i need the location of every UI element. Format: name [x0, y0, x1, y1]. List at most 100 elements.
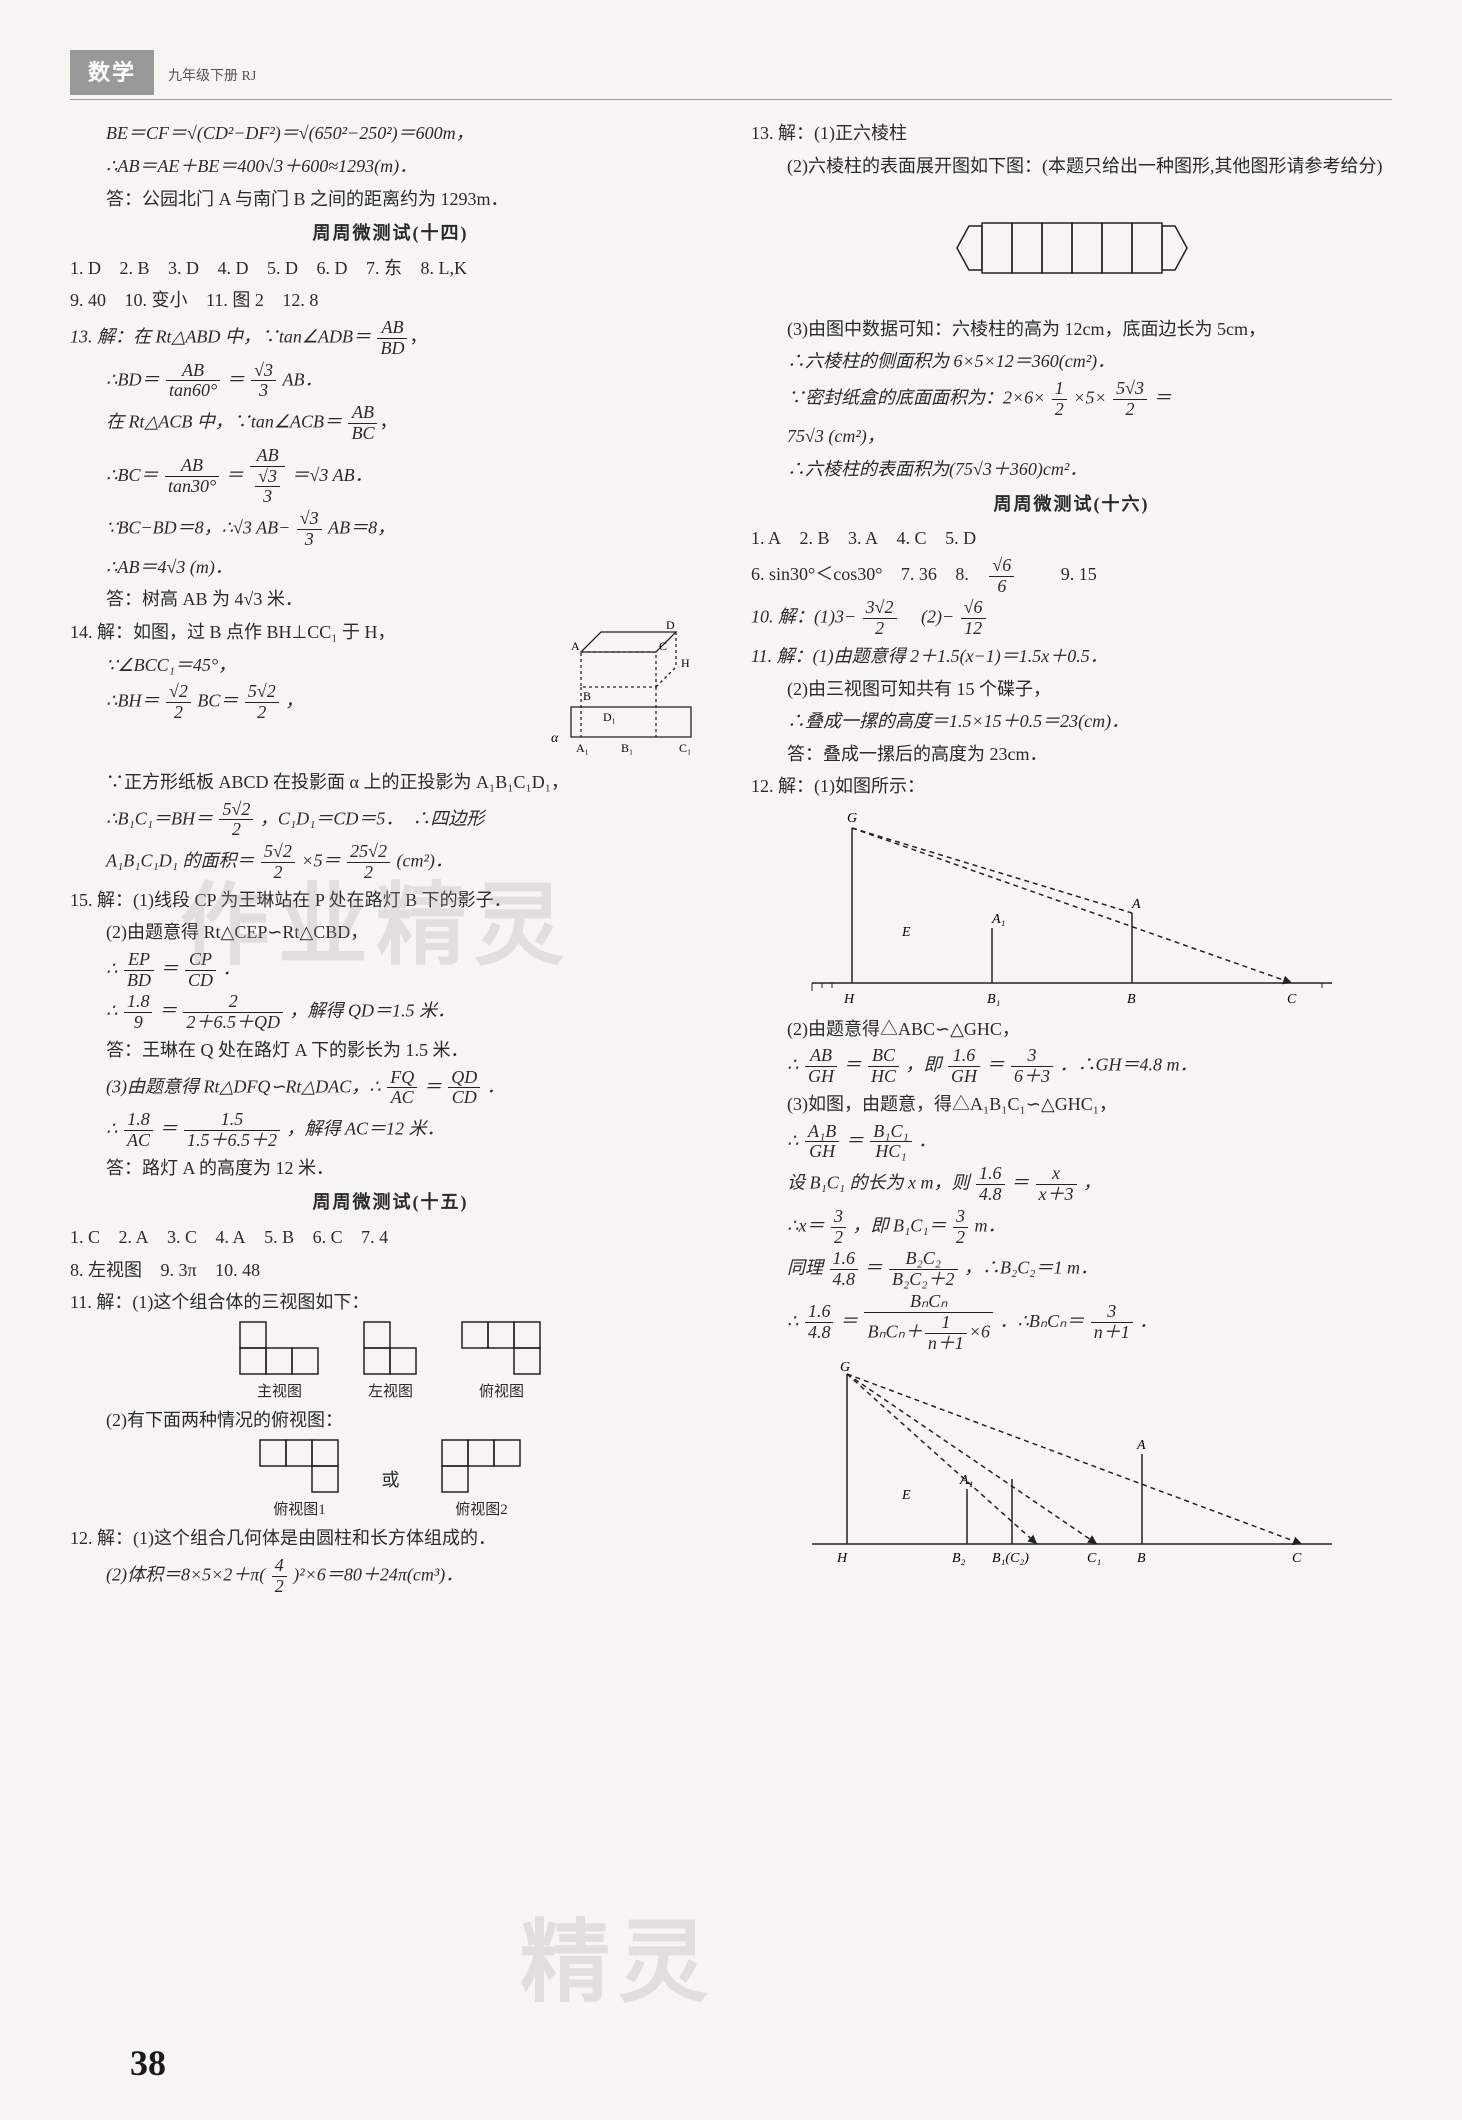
svg-text:C: C: [1287, 992, 1297, 1007]
frac: ABtan30°: [165, 456, 219, 497]
q11-line: 11. 解：(1)这个组合体的三视图如下：: [70, 1287, 711, 1318]
view-front: 主视图: [238, 1320, 322, 1406]
t: ∴BD＝: [106, 369, 159, 389]
q15-line: ∴ 1.8AC ＝ 1.51.5＋6.5＋2 ，解得 AC＝12 米．: [70, 1110, 711, 1151]
t: (2)体积＝8×5×2＋π(: [106, 1564, 265, 1584]
q13-line: 答：树高 AB 为 4√3 米．: [70, 584, 711, 615]
rq12-line: ∴ ABGH ＝ BCHC ，即 1.6GH ＝ 36＋3 ．∴GH＝4.8 m…: [751, 1046, 1392, 1087]
rq12-line: 12. 解：(1)如图所示：: [751, 771, 1392, 802]
svg-text:H: H: [681, 656, 690, 670]
num: √3: [251, 361, 276, 382]
frac: 32: [953, 1207, 968, 1248]
num: 5√3: [1113, 379, 1147, 400]
den: BD: [124, 971, 154, 991]
svg-text:B₂: B₂: [952, 1551, 966, 1566]
t: ∴x＝: [787, 1215, 824, 1235]
frac: 1.64.8: [976, 1164, 1005, 1205]
or-label: 或: [382, 1465, 400, 1496]
subject-tag: 数学: [70, 50, 154, 95]
t: ＝: [1011, 1173, 1029, 1193]
den: √33: [250, 467, 285, 508]
den: tan30°: [165, 477, 219, 497]
num: CP: [185, 950, 216, 971]
ans: 1. A: [751, 528, 781, 548]
frac: 1.8AC: [124, 1110, 153, 1151]
ans: 10. 变小: [125, 290, 188, 310]
t: ＝: [159, 1001, 177, 1021]
content-columns: BE＝CF＝√(CD²−DF²)＝√(650²−250²)＝600m， ∴AB＝…: [70, 118, 1392, 1598]
svg-text:A₁: A₁: [991, 912, 1005, 927]
triangle-diagram-1: G E A₁ A H B₁ B C: [751, 808, 1392, 1008]
svg-text:A: A: [1136, 1438, 1146, 1453]
frac: 3√22: [863, 598, 897, 639]
num: 3√2: [863, 598, 897, 619]
t: ＝: [843, 1055, 861, 1075]
ans: 8. √66: [955, 564, 1042, 584]
t: ．: [918, 1130, 936, 1150]
den: AC: [124, 1131, 153, 1151]
ans: 12. 8: [282, 290, 318, 310]
num: A₁B: [805, 1122, 839, 1143]
den: 3: [297, 530, 322, 550]
den: 2: [953, 1228, 968, 1248]
den: 6: [989, 577, 1014, 597]
frac: 1.64.8: [805, 1302, 834, 1343]
t: ＝: [226, 465, 244, 485]
t: BₙCₙ＋: [867, 1321, 922, 1341]
svg-text:D: D: [666, 618, 675, 632]
num: 1: [1052, 379, 1067, 400]
t: ∴: [787, 1311, 798, 1331]
num: AB: [166, 361, 220, 382]
ans: 6. D: [317, 258, 348, 278]
t: ，: [1083, 1173, 1101, 1193]
svg-text:H: H: [836, 1551, 848, 1566]
frac: BₙCₙ BₙCₙ＋1n＋1×6: [864, 1292, 993, 1353]
svg-text:E: E: [901, 925, 911, 940]
tv2: 俯视图2: [440, 1438, 524, 1524]
ans: 3. C: [167, 1227, 197, 1247]
q13-line: ∴BC＝ ABtan30° ＝ AB√33 ＝√3 AB．: [70, 446, 711, 507]
svg-text:B: B: [583, 689, 591, 703]
frac: 25√22: [347, 842, 390, 883]
test14-title: 周周微测试(十四): [70, 218, 711, 249]
ans: 9. 3π: [161, 1260, 197, 1280]
t: ＝: [1153, 387, 1171, 407]
view-top: 俯视图: [460, 1320, 544, 1406]
q14-line: ∴BH＝ √22 BC＝ 5√22 ，: [70, 682, 541, 723]
den: 1.5＋6.5＋2: [184, 1131, 280, 1151]
ans: 5. D: [267, 258, 298, 278]
rq13-line: (2)六棱柱的表面展开图如下图：(本题只给出一种图形,其他图形请参考给分): [751, 151, 1392, 182]
den: 2: [245, 703, 279, 723]
frac: 22＋6.5＋QD: [183, 992, 283, 1033]
top-views-2: 俯视图1 或 俯视图2: [70, 1438, 711, 1524]
num: 1.6: [948, 1046, 980, 1067]
q15-line: 答：王琳在 Q 处在路灯 A 下的影长为 1.5 米．: [70, 1035, 711, 1066]
rq10-line: 10. 解：(1)3− 3√22 (2)− √612: [751, 598, 1392, 639]
ans: 4. C: [897, 528, 927, 548]
t: ，∴B₂C₂＝1 m．: [964, 1258, 1098, 1278]
den: tan60°: [166, 381, 220, 401]
ans: 4. D: [218, 258, 249, 278]
svg-text:D₁: D₁: [603, 710, 616, 724]
den: BC: [348, 424, 377, 444]
num: 25√2: [347, 842, 390, 863]
num: FQ: [387, 1068, 417, 1089]
cube3d-svg: D A C H B D₁ A₁ B₁ C₁ α: [541, 617, 711, 767]
t: (cm²)．: [396, 851, 452, 871]
t: ，C₁D₁＝CD＝5． ∴四边形: [260, 808, 485, 828]
t: ∵BC−BD＝8，∴√3 AB−: [106, 518, 290, 538]
t: (2)−: [903, 607, 954, 627]
q15-line: (3)由题意得 Rt△DFQ∽Rt△DAC，∴ FQAC ＝ QDCD ．: [70, 1068, 711, 1109]
t: m．: [974, 1215, 1005, 1235]
frac: √66: [989, 556, 1028, 597]
frac: A₁BGH: [805, 1122, 839, 1163]
page-number: 38: [130, 2033, 166, 2094]
t: 设 B₁C₁ 的长为 x m，则: [787, 1173, 970, 1193]
frac: CPCD: [185, 950, 216, 991]
frac: FQAC: [387, 1068, 417, 1109]
q15-line: ∴ EPBD ＝ CPCD ．: [70, 950, 711, 991]
den: 2＋6.5＋QD: [183, 1013, 283, 1033]
den: AC: [387, 1088, 417, 1108]
ans: 6. sin30°＜cos30°: [751, 564, 882, 584]
num: 3: [1011, 1046, 1053, 1067]
